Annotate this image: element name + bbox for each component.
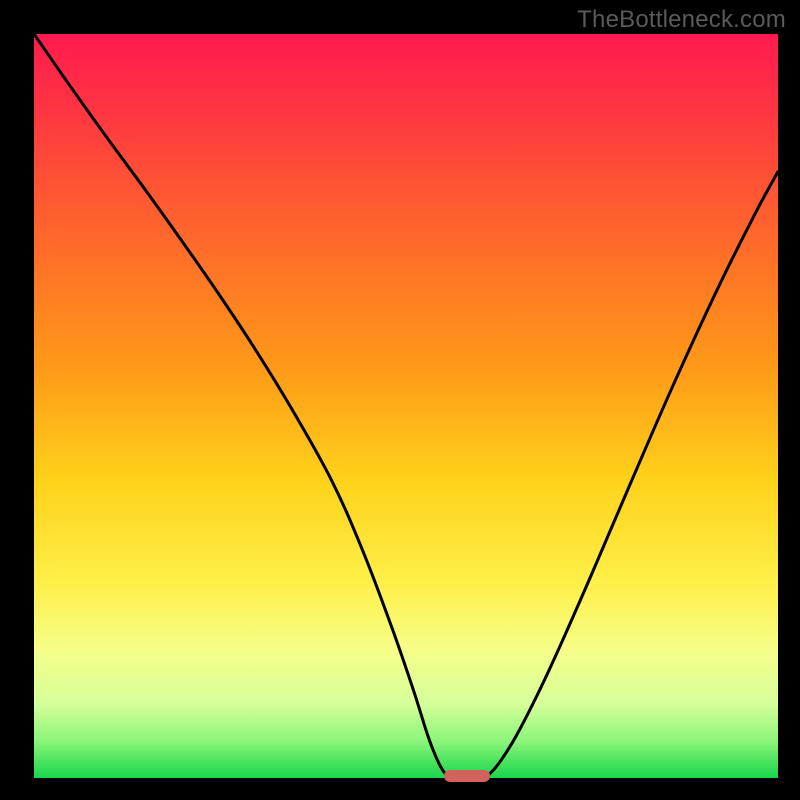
chart-stage: TheBottleneck.com xyxy=(0,0,800,800)
curve-left-branch xyxy=(34,34,447,776)
curve-right-branch xyxy=(488,172,778,776)
plot-area xyxy=(34,34,778,778)
trough-marker xyxy=(444,770,490,782)
v-curve xyxy=(34,34,778,778)
watermark-text: TheBottleneck.com xyxy=(577,6,786,34)
